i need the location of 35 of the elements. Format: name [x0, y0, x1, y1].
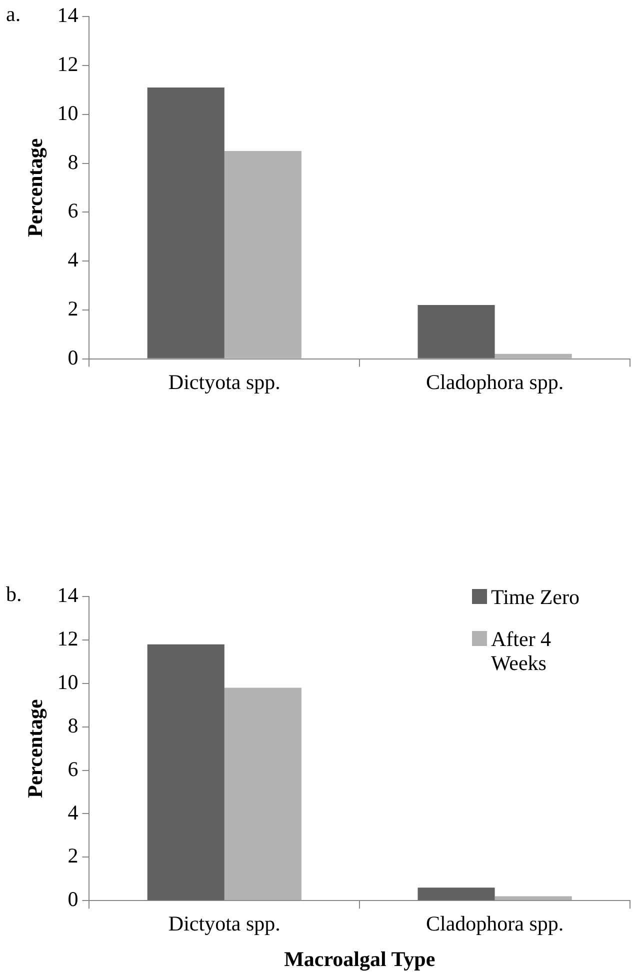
bar: [418, 888, 495, 900]
y-axis-title: Percentage: [23, 138, 48, 238]
y-tick-label: 10: [57, 100, 78, 125]
y-tick-label: 0: [68, 345, 78, 370]
bar: [147, 87, 224, 358]
x-tick-label: Cladophora spp.: [426, 912, 564, 936]
y-tick-label: 12: [57, 52, 78, 76]
bar: [494, 354, 572, 358]
y-tick-label: 4: [68, 248, 79, 272]
y-tick-label: 2: [68, 296, 78, 320]
y-tick-label: 10: [57, 670, 78, 694]
y-tick-label: 14: [57, 583, 79, 608]
y-tick-label: 8: [68, 150, 78, 174]
y-tick-label: 14: [57, 3, 79, 28]
y-tick-label: 12: [57, 626, 78, 651]
bar: [224, 688, 302, 900]
y-tick-label: 0: [68, 887, 78, 912]
y-tick-label: 4: [68, 800, 79, 824]
y-tick-label: 6: [68, 756, 78, 781]
text: b.: [6, 582, 22, 607]
bar: [224, 151, 302, 358]
bar: [147, 644, 224, 900]
bar: [494, 896, 572, 900]
legend-label: Time Zero: [491, 584, 580, 609]
text: a.: [6, 2, 21, 27]
y-tick-label: 6: [68, 198, 78, 223]
y-tick-label: 2: [68, 844, 78, 868]
legend-label: After 4 Weeks: [491, 626, 552, 675]
y-axis-title: Percentage: [23, 699, 48, 798]
x-tick-label: Dictyota spp.: [168, 912, 280, 936]
bar: [418, 305, 495, 358]
x-tick-label: Dictyota spp.: [168, 370, 280, 394]
x-axis-title: Macroalgal Type: [284, 946, 436, 971]
x-tick-label: Cladophora spp.: [426, 370, 564, 394]
y-tick-label: 8: [68, 713, 78, 738]
